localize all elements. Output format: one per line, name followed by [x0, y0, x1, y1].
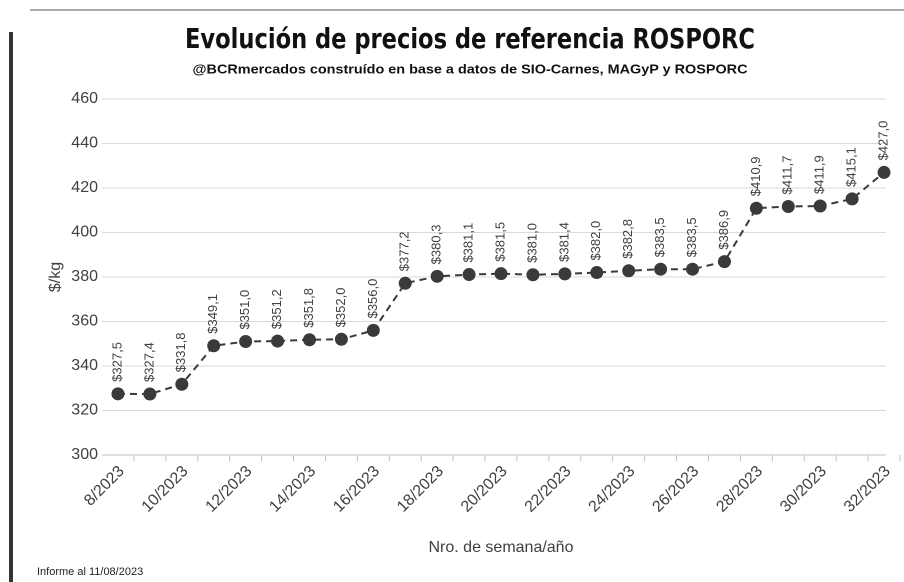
data-label: $377,2: [397, 231, 412, 271]
x-tick-label: 10/2023: [139, 463, 192, 516]
chart: Evolución de precios de referencia ROSPO…: [0, 0, 904, 582]
data-point: [399, 277, 412, 290]
data-point: [143, 388, 156, 401]
data-label: $351,8: [301, 288, 316, 328]
x-tick-label: 28/2023: [713, 463, 766, 516]
x-tick-label: 14/2023: [266, 463, 319, 516]
data-point: [718, 255, 731, 268]
data-label: $382,0: [588, 221, 603, 261]
data-point: [111, 387, 124, 400]
data-label: $351,0: [237, 290, 252, 330]
x-axis-label: Nro. de semana/año: [429, 539, 574, 556]
data-point: [558, 267, 571, 280]
data-point: [814, 200, 827, 213]
data-label: $352,0: [333, 288, 348, 328]
data-label: $381,4: [556, 222, 571, 262]
y-tick-label: 460: [71, 90, 98, 107]
data-point: [303, 333, 316, 346]
data-label: $383,5: [652, 217, 667, 257]
chart-subtitle: @BCRmercados construído en base a datos …: [193, 61, 749, 76]
y-tick-label: 360: [71, 313, 98, 330]
data-label: $411,7: [780, 156, 795, 195]
data-label: $331,8: [173, 332, 188, 372]
data-label: $381,1: [461, 223, 476, 263]
data-point: [207, 339, 220, 352]
data-point: [590, 266, 603, 279]
data-point: [782, 200, 795, 213]
data-label: $381,0: [524, 223, 539, 263]
data-point: [175, 378, 188, 391]
y-tick-label: 320: [71, 402, 98, 419]
data-point: [495, 267, 508, 280]
x-tick-label: 26/2023: [649, 463, 702, 516]
x-tick-label: 20/2023: [458, 463, 511, 516]
y-axis-label: $/kg: [47, 262, 64, 292]
x-tick-label: 22/2023: [522, 463, 575, 516]
x-tick-label: 16/2023: [330, 463, 383, 516]
chart-title: Evolución de precios de referencia ROSPO…: [185, 22, 755, 55]
series-line: [118, 172, 884, 394]
data-point: [335, 333, 348, 346]
data-label: $427,0: [875, 121, 890, 161]
data-point: [431, 270, 444, 283]
data-label: $411,9: [812, 155, 827, 194]
data-point: [654, 263, 667, 276]
y-tick-label: 440: [71, 135, 98, 152]
data-point: [239, 335, 252, 348]
footnote: Informe al 11/08/2023: [37, 566, 143, 578]
x-tick-label: 8/2023: [81, 463, 128, 510]
x-tick-label: 24/2023: [586, 463, 639, 516]
data-label: $382,8: [620, 219, 635, 259]
x-tick-label: 12/2023: [203, 463, 256, 516]
data-point: [463, 268, 476, 281]
data-label: $383,5: [684, 217, 699, 257]
y-tick-label: 380: [71, 268, 98, 285]
data-label: $349,1: [205, 294, 220, 334]
data-label: $327,5: [109, 342, 124, 382]
data-point: [526, 268, 539, 281]
data-label: $386,9: [716, 210, 731, 250]
data-point: [846, 192, 859, 205]
y-tick-label: 420: [71, 179, 98, 196]
side-bar: [9, 32, 13, 582]
data-label: $380,3: [429, 225, 444, 265]
data-label: $410,9: [748, 156, 763, 196]
data-point: [367, 324, 380, 337]
x-tick-label: 30/2023: [777, 463, 830, 516]
y-tick-label: 340: [71, 357, 98, 374]
data-point: [878, 166, 891, 179]
y-tick-label: 400: [71, 224, 98, 241]
data-point: [622, 264, 635, 277]
x-tick-label: 18/2023: [394, 463, 447, 516]
data-point: [271, 335, 284, 348]
y-tick-label: 300: [71, 446, 98, 463]
x-tick-label: 32/2023: [841, 463, 894, 516]
data-point: [750, 202, 763, 215]
data-point: [686, 263, 699, 276]
data-label: $415,1: [844, 147, 859, 187]
data-label: $381,5: [492, 222, 507, 262]
data-label: $351,2: [269, 289, 284, 329]
data-label: $356,0: [365, 279, 380, 319]
data-label: $327,4: [141, 342, 156, 382]
